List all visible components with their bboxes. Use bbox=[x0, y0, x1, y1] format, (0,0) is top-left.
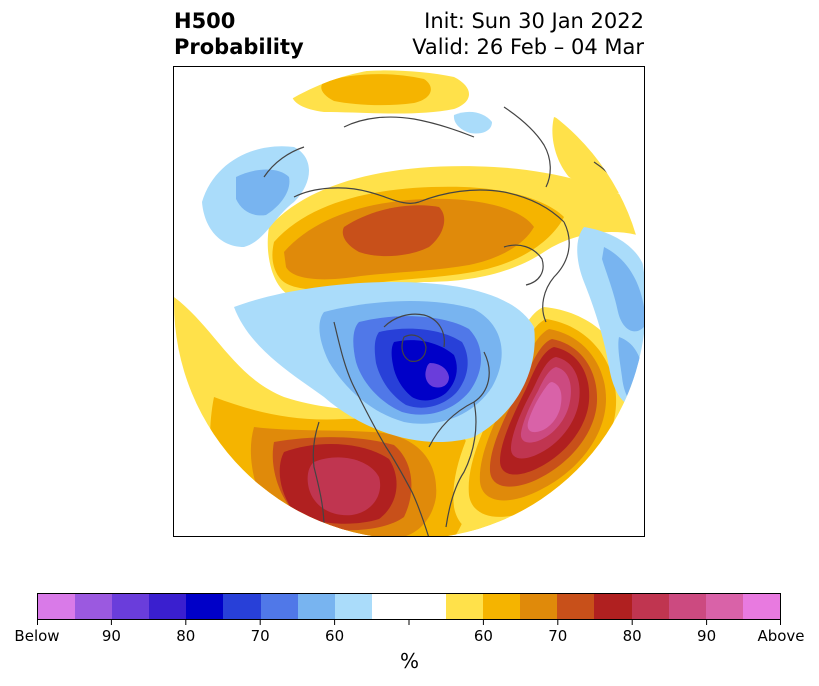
below-anomaly-west-pacific bbox=[202, 146, 309, 247]
colorbar-segment bbox=[742, 594, 780, 619]
colorbar-segment bbox=[705, 594, 743, 619]
colorbar-tick-label: 60 bbox=[473, 627, 493, 645]
colorbar-segment bbox=[483, 594, 521, 619]
valid-range: Valid: 26 Feb – 04 Mar bbox=[412, 35, 644, 59]
title-left: H500 Probability bbox=[174, 8, 304, 60]
title-metric: Probability bbox=[174, 35, 304, 59]
colorbar-segment bbox=[260, 594, 298, 619]
colorbar-segment bbox=[446, 594, 484, 619]
colorbar-tick-label: 90 bbox=[697, 627, 717, 645]
colorbar-segment bbox=[186, 594, 224, 619]
colorbar-segment bbox=[631, 594, 669, 619]
colorbar-segment bbox=[594, 594, 632, 619]
colorbar-tick-label: 70 bbox=[548, 627, 568, 645]
above-anomaly-arctic bbox=[291, 70, 469, 114]
colorbar-segment bbox=[297, 594, 335, 619]
title-right: Init: Sun 30 Jan 2022 Valid: 26 Feb – 04… bbox=[412, 8, 644, 60]
colorbar-tick-label: 70 bbox=[250, 627, 270, 645]
below-anomaly-barents bbox=[453, 111, 492, 134]
colorbar-tick-label: Above bbox=[757, 627, 805, 645]
above-anomaly-asia bbox=[267, 166, 644, 297]
probability-map bbox=[174, 67, 644, 536]
colorbar-segment bbox=[557, 594, 595, 619]
colorbar-segment bbox=[520, 594, 558, 619]
colorbar-tick-label: 80 bbox=[176, 627, 196, 645]
init-date: Init: Sun 30 Jan 2022 bbox=[424, 9, 644, 33]
colorbar-tick-label: Below bbox=[14, 627, 60, 645]
colorbar-tick-labels: Below 90 80 70 60 60 70 80 90 Above bbox=[14, 627, 804, 647]
colorbar-segment bbox=[223, 594, 261, 619]
colorbar-tick-label: 80 bbox=[622, 627, 642, 645]
colorbar-segment bbox=[668, 594, 706, 619]
colorbar-unit-label: % bbox=[399, 649, 419, 673]
coastlines bbox=[263, 106, 627, 536]
colorbar-ticks bbox=[37, 620, 781, 625]
colorbar-segment bbox=[334, 594, 372, 619]
title-variable: H500 bbox=[174, 9, 236, 33]
colorbar-segment bbox=[149, 594, 187, 619]
below-anomaly-hudson-bay bbox=[234, 282, 535, 443]
colorbar-segment bbox=[75, 594, 113, 619]
map-panel bbox=[173, 66, 645, 537]
colorbar-tick-label: 60 bbox=[325, 627, 345, 645]
below-anomaly-east-atlantic bbox=[577, 227, 644, 408]
colorbar-segment bbox=[408, 594, 447, 619]
colorbar-segment bbox=[371, 594, 409, 619]
colorbar-segment bbox=[112, 594, 150, 619]
colorbar bbox=[37, 593, 781, 620]
colorbar-tick-label: 90 bbox=[101, 627, 121, 645]
colorbar-segment bbox=[38, 594, 76, 619]
